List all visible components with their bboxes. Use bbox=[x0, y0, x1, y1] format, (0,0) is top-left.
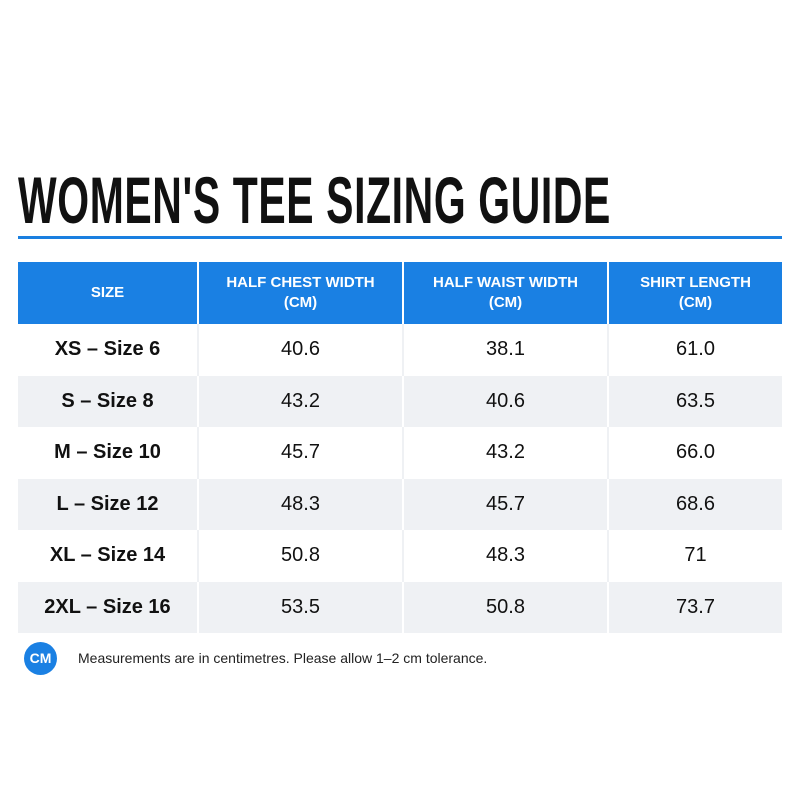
measurement-cell: 50.8 bbox=[403, 581, 609, 633]
measurement-cell: 53.5 bbox=[198, 581, 404, 633]
measurement-cell: 40.6 bbox=[403, 375, 609, 427]
table-row: S – Size 8 43.2 40.6 63.5 bbox=[18, 375, 782, 427]
column-header: HALF WAIST WIDTH (CM) bbox=[403, 262, 609, 324]
size-cell: M – Size 10 bbox=[18, 427, 199, 479]
column-header-text: HALF WAIST WIDTH (CM) bbox=[433, 274, 578, 311]
measurement-cell: 63.5 bbox=[608, 375, 782, 427]
measurement-cell: 50.8 bbox=[198, 530, 404, 582]
column-header: HALF CHEST WIDTH (CM) bbox=[198, 262, 404, 324]
table-row: XS – Size 6 40.6 38.1 61.0 bbox=[18, 324, 782, 376]
table-row: M – Size 10 45.7 43.2 66.0 bbox=[18, 427, 782, 479]
column-header: SIZE bbox=[18, 262, 199, 324]
size-cell: 2XL – Size 16 bbox=[18, 581, 199, 633]
title: WOMEN'S TEE SIZING GUIDE bbox=[18, 163, 611, 237]
size-cell: XS – Size 6 bbox=[18, 324, 199, 376]
header-row: SIZE HALF CHEST WIDTH (CM) HALF WAIST WIDT… bbox=[18, 262, 782, 324]
size-table: SIZE HALF CHEST WIDTH (CM) HALF WAIST WIDT… bbox=[18, 262, 782, 633]
footer-note: Measurements are in centimetres. Please … bbox=[78, 650, 488, 666]
table-row: L – Size 12 48.3 45.7 68.6 bbox=[18, 478, 782, 530]
measurement-cell: 45.7 bbox=[198, 427, 404, 479]
column-header-text: SIZE bbox=[90, 284, 125, 301]
measurement-cell: 43.2 bbox=[198, 375, 404, 427]
size-cell: S – Size 8 bbox=[18, 375, 199, 427]
unit-badge: CM bbox=[24, 642, 57, 675]
measurement-cell: 66.0 bbox=[608, 427, 782, 479]
measurement-cell: 68.6 bbox=[608, 478, 782, 530]
divider bbox=[18, 236, 782, 239]
measurement-cell: 48.3 bbox=[198, 478, 404, 530]
measurement-cell: 45.7 bbox=[403, 478, 609, 530]
measurement-cell: 38.1 bbox=[403, 324, 609, 376]
measurement-cell: 40.6 bbox=[198, 324, 404, 376]
table-row: 2XL – Size 16 53.5 50.8 73.7 bbox=[18, 581, 782, 633]
size-cell: XL – Size 14 bbox=[18, 530, 199, 582]
measurement-cell: 71 bbox=[608, 530, 782, 582]
column-header-text: SHIRT LENGTH (CM) bbox=[640, 274, 751, 311]
measurement-cell: 73.7 bbox=[608, 581, 782, 633]
measurement-cell: 43.2 bbox=[403, 427, 609, 479]
measurement-cell: 61.0 bbox=[608, 324, 782, 376]
size-cell: L – Size 12 bbox=[18, 478, 199, 530]
column-header-text: HALF CHEST WIDTH (CM) bbox=[226, 274, 375, 311]
column-header: SHIRT LENGTH (CM) bbox=[608, 262, 782, 324]
measurement-cell: 48.3 bbox=[403, 530, 609, 582]
table-body: XS – Size 6 40.6 38.1 61.0 S – Size 8 43.2 40.… bbox=[18, 324, 782, 633]
table-row: XL – Size 14 50.8 48.3 71 bbox=[18, 530, 782, 582]
